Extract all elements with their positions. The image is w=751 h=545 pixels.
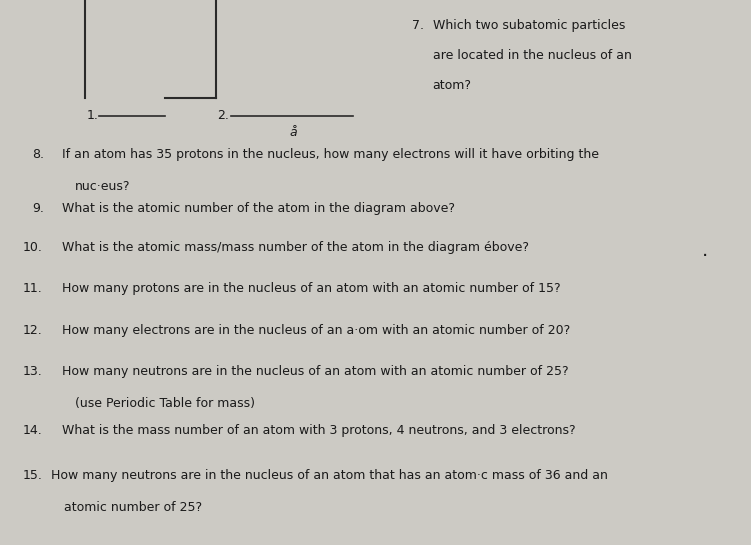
- Text: How many neutrons are in the nucleus of an atom with an atomic number of 25?: How many neutrons are in the nucleus of …: [62, 365, 569, 378]
- Text: are located in the nucleus of an: are located in the nucleus of an: [433, 49, 632, 62]
- Text: 1.: 1.: [86, 109, 98, 122]
- Text: What is the mass number of an atom with 3 protons, 4 neutrons, and 3 electrons?: What is the mass number of an atom with …: [62, 424, 576, 437]
- Text: 8.: 8.: [32, 148, 44, 161]
- Text: 15.: 15.: [23, 469, 42, 482]
- Text: 2.: 2.: [217, 109, 229, 122]
- Text: 14.: 14.: [23, 424, 42, 437]
- Text: 13.: 13.: [23, 365, 42, 378]
- Text: How many electrons are in the nucleus of an a·om with an atomic number of 20?: How many electrons are in the nucleus of…: [62, 324, 571, 337]
- Text: How many protons are in the nucleus of an atom with an atomic number of 15?: How many protons are in the nucleus of a…: [62, 282, 561, 295]
- Text: Which two subatomic particles: Which two subatomic particles: [433, 19, 625, 32]
- Text: 7.: 7.: [412, 19, 424, 32]
- Text: nuc·eus?: nuc·eus?: [75, 180, 131, 193]
- Text: 11.: 11.: [23, 282, 42, 295]
- Text: atomic number of 25?: atomic number of 25?: [64, 501, 202, 514]
- Text: atom?: atom?: [433, 79, 472, 92]
- Text: If an atom has 35 protons in the nucleus, how many electrons will it have orbiti: If an atom has 35 protons in the nucleus…: [62, 148, 599, 161]
- Text: What is the atomic mass/mass number of the atom in the diagram ébove?: What is the atomic mass/mass number of t…: [62, 241, 529, 254]
- Text: What is the atomic number of the atom in the diagram above?: What is the atomic number of the atom in…: [62, 202, 455, 215]
- Text: 10.: 10.: [23, 241, 42, 254]
- Text: How many neutrons are in the nucleus of an atom that has an atom·c mass of 36 an: How many neutrons are in the nucleus of …: [51, 469, 608, 482]
- Text: 9.: 9.: [32, 202, 44, 215]
- Text: 12.: 12.: [23, 324, 42, 337]
- Text: .: .: [702, 241, 708, 260]
- Text: å: å: [289, 126, 297, 140]
- Text: (use Periodic Table for mass): (use Periodic Table for mass): [75, 397, 255, 410]
